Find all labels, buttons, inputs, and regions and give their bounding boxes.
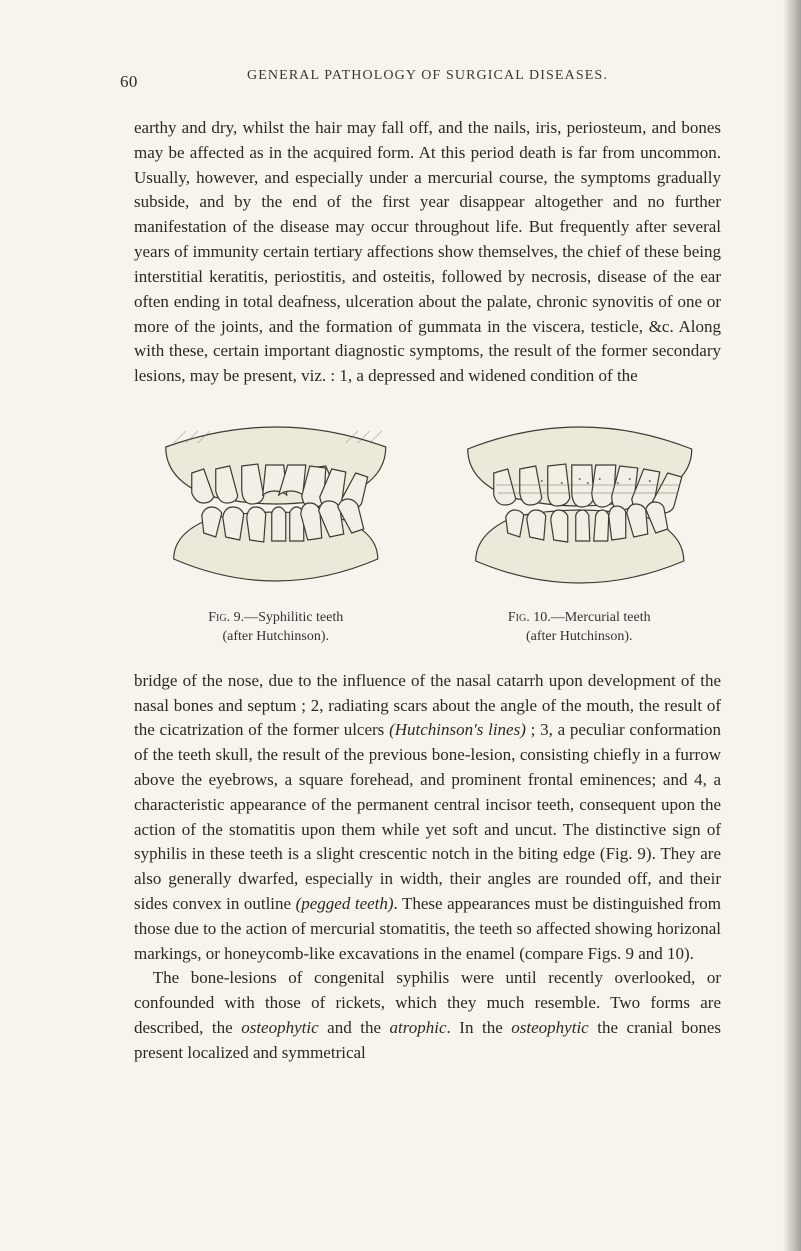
running-head: GENERAL PATHOLOGY OF SURGICAL DISEASES. — [134, 68, 721, 84]
figure-10-image — [442, 413, 718, 603]
figure-9: Fig. 9.—Syphilitic teeth (after Hutchins… — [138, 413, 414, 647]
figure-row: Fig. 9.—Syphilitic teeth (after Hutchins… — [138, 413, 717, 647]
figure-9-caption-sub: (after Hutchinson). — [208, 628, 343, 647]
figure-10-caption-prefix: Fig. 10. — [508, 610, 551, 625]
paragraph-1: earthy and dry, whilst the hair may fall… — [134, 116, 721, 389]
body-text-block-2: bridge of the nose, due to the influence… — [134, 669, 721, 1066]
figure-10-caption-text: —Mercurial teeth — [551, 610, 651, 625]
p2-italic-pegged-teeth: (pegged teeth) — [296, 894, 394, 913]
p3-seg2: and the — [319, 1018, 390, 1037]
teeth-illustration-syphilitic — [138, 413, 414, 603]
figure-10-caption: Fig. 10.—Mercurial teeth (after Hutchins… — [508, 609, 651, 647]
paragraph-3: The bone-lesions of congenital syphilis … — [134, 966, 721, 1065]
figure-10-caption-sub: (after Hutchinson). — [508, 628, 651, 647]
figure-9-caption-prefix: Fig. 9. — [208, 610, 244, 625]
p3-italic-osteophytic-2: osteophytic — [511, 1018, 588, 1037]
scan-shadow — [783, 0, 801, 1251]
teeth-illustration-mercurial — [442, 413, 718, 603]
p2-italic-hutchinsons-lines: (Hutchinson's lines) — [389, 720, 526, 739]
p3-seg3: . In the — [447, 1018, 512, 1037]
p3-italic-atrophic: atrophic — [390, 1018, 447, 1037]
figure-9-image — [138, 413, 414, 603]
p2-seg2: ; 3, a peculiar conformation of the teet… — [134, 720, 721, 913]
figure-9-caption-text: —Syphilitic teeth — [244, 610, 343, 625]
body-text-block-1: earthy and dry, whilst the hair may fall… — [134, 116, 721, 389]
figure-9-caption: Fig. 9.—Syphilitic teeth (after Hutchins… — [208, 609, 343, 647]
figure-10: Fig. 10.—Mercurial teeth (after Hutchins… — [442, 413, 718, 647]
page: 60 GENERAL PATHOLOGY OF SURGICAL DISEASE… — [0, 0, 801, 1251]
page-number: 60 — [120, 72, 138, 92]
p3-italic-osteophytic-1: osteophytic — [241, 1018, 318, 1037]
paragraph-2: bridge of the nose, due to the influence… — [134, 669, 721, 967]
